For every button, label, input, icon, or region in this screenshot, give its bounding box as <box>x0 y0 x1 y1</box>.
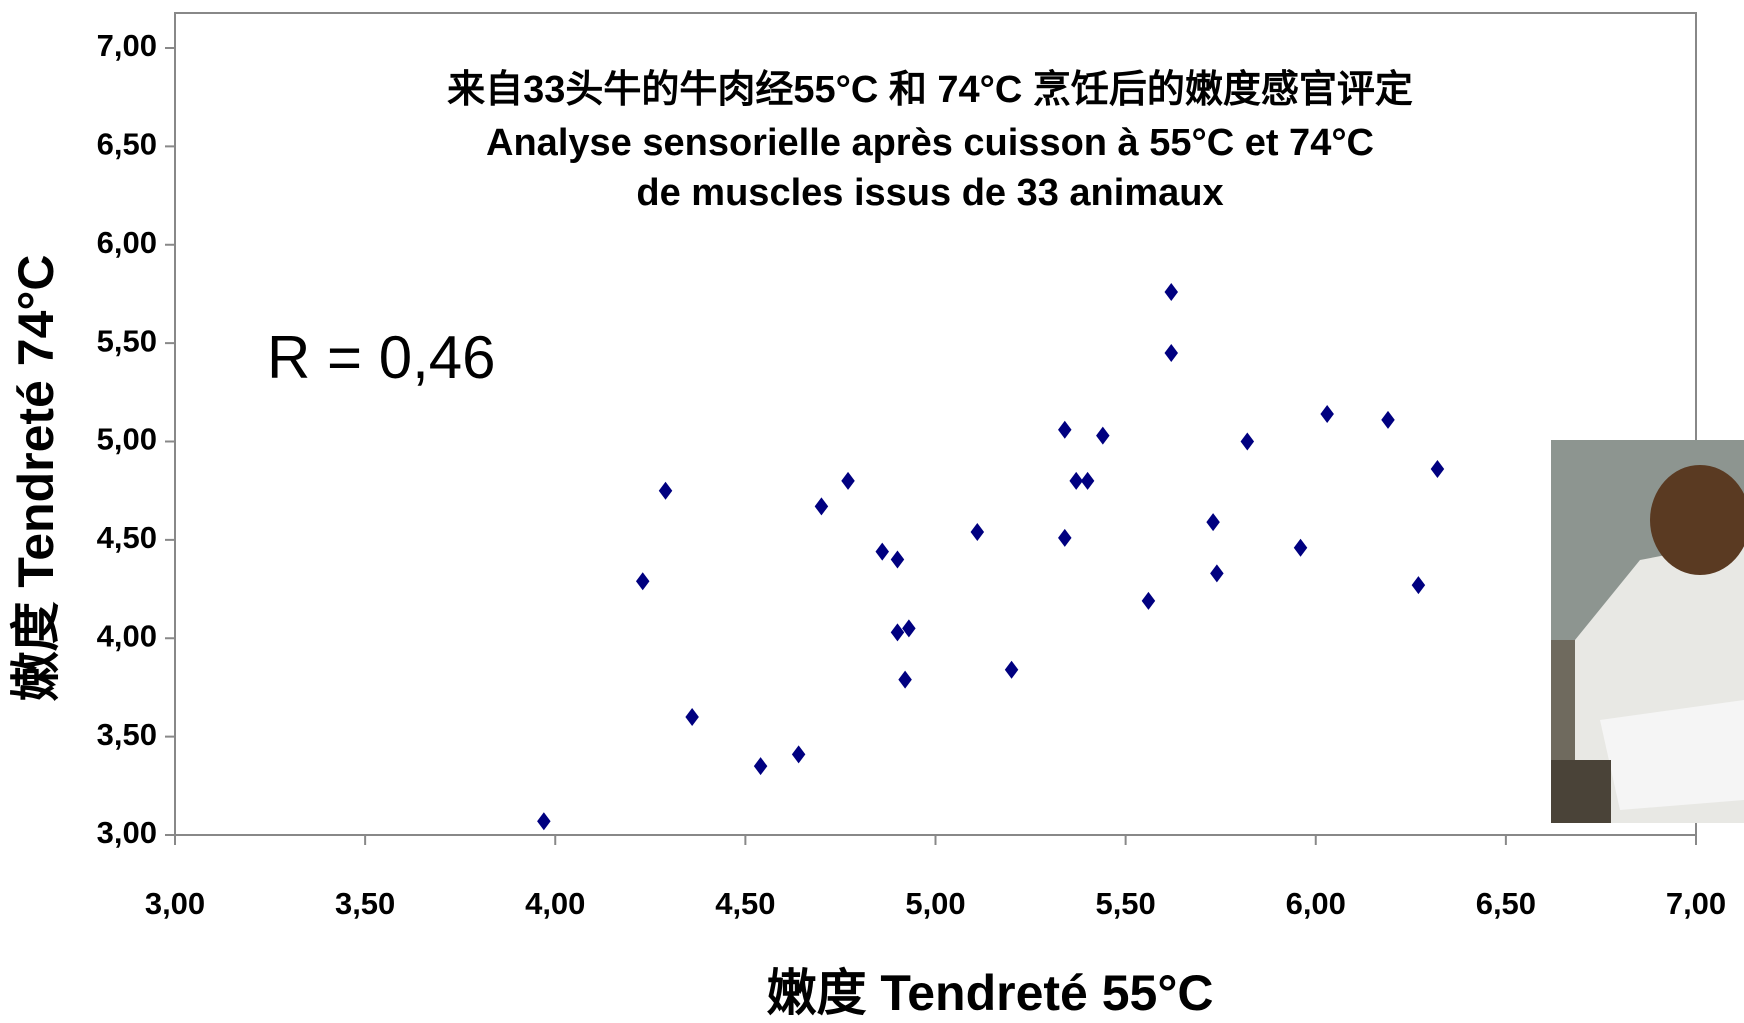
photo <box>1551 440 1744 823</box>
point <box>970 523 985 542</box>
point <box>753 757 768 776</box>
point <box>890 550 905 569</box>
point <box>1164 343 1179 362</box>
point <box>658 481 673 500</box>
point <box>1069 471 1083 490</box>
x-axis-label: 嫩度 Tendreté 55°C <box>767 965 1214 1021</box>
point <box>1411 576 1426 595</box>
point <box>1240 432 1255 451</box>
point <box>875 542 890 561</box>
point <box>1080 471 1095 490</box>
point <box>1058 528 1072 547</box>
point <box>537 812 551 831</box>
point <box>902 619 916 638</box>
x-tick-label: 3,50 <box>335 886 395 921</box>
y-axis-label: 嫩度 Tendreté 74°C <box>8 255 64 702</box>
y-tick-label: 3,00 <box>97 815 157 850</box>
point <box>898 670 912 689</box>
x-tick-label: 4,50 <box>715 886 775 921</box>
y-tick-label: 4,00 <box>97 618 157 653</box>
y-tick-label: 3,50 <box>97 717 157 752</box>
point <box>1004 660 1019 679</box>
x-tick-label: 7,00 <box>1666 886 1726 921</box>
x-tick-label: 4,00 <box>525 886 585 921</box>
y-tick-label: 5,50 <box>97 323 157 358</box>
point <box>841 471 855 490</box>
point <box>1430 460 1445 479</box>
y-tick-label: 7,00 <box>97 28 157 63</box>
point <box>1320 404 1334 423</box>
point <box>1096 426 1110 445</box>
chart-title: Analyse sensorielle après cuisson à 55°C… <box>486 122 1374 164</box>
y-tick-label: 5,00 <box>97 422 157 457</box>
point <box>1058 420 1072 439</box>
x-tick-label: 5,50 <box>1095 886 1155 921</box>
x-tick-label: 6,50 <box>1476 886 1536 921</box>
chart-title: 来自33头牛的牛肉经55°C 和 74°C 烹饪后的嫩度感官评定 <box>447 69 1413 111</box>
point <box>685 707 699 726</box>
y-tick-label: 6,00 <box>97 225 157 260</box>
point <box>1381 410 1395 429</box>
point <box>1293 538 1308 557</box>
point <box>814 497 829 516</box>
point <box>791 745 806 764</box>
point <box>890 623 905 642</box>
y-tick-label: 6,50 <box>97 127 157 162</box>
point <box>1141 591 1156 610</box>
point <box>635 572 650 591</box>
x-tick-label: 5,00 <box>905 886 965 921</box>
chart-title: de muscles issus de 33 animaux <box>636 172 1223 214</box>
x-tick-label: 6,00 <box>1286 886 1346 921</box>
point <box>1164 282 1179 301</box>
point <box>1210 564 1224 583</box>
point <box>1206 513 1220 532</box>
annotation: R = 0,46 <box>267 324 496 391</box>
y-tick-label: 4,50 <box>97 520 157 555</box>
x-tick-label: 3,00 <box>145 886 205 921</box>
